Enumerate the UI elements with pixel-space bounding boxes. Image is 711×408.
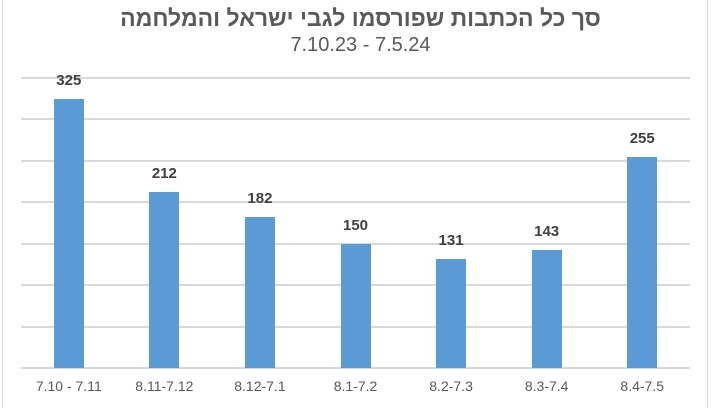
data-label: 212	[151, 165, 177, 183]
x-axis-baseline	[21, 367, 690, 369]
gridline	[21, 201, 690, 204]
gridline	[21, 77, 690, 79]
x-axis-label: 8.3-7.4	[524, 378, 569, 394]
bar	[531, 249, 562, 368]
gridline	[21, 118, 690, 121]
chart-subtitle: 7.10.23 - 7.5.24	[290, 34, 431, 56]
data-label: 150	[342, 216, 369, 234]
chart-title: סך כל הכתבות שפורסמו לגבי ישראל והמלחמה	[120, 5, 601, 31]
data-label: 131	[438, 232, 464, 250]
bar	[149, 192, 180, 368]
x-axis-label: 8.4-7.5	[620, 378, 664, 394]
x-axis-label: 8.2-7.3	[429, 378, 473, 394]
plot-area: 325 212 182 150 131 143 255	[21, 72, 690, 369]
data-label: 182	[247, 190, 273, 208]
x-axis-label: 7.10 - 7.11	[35, 378, 102, 394]
bar	[436, 259, 467, 368]
x-axis-label: 8.11-7.12	[135, 378, 194, 394]
bar	[340, 243, 371, 368]
x-axis-label: 8.1-7.2	[333, 378, 378, 394]
bar	[244, 217, 275, 368]
gridline	[21, 242, 690, 245]
bar	[53, 98, 84, 368]
gridline	[21, 159, 690, 162]
data-label: 255	[629, 129, 655, 147]
data-label: 325	[56, 71, 82, 89]
x-axis-label: 8.12-7.1	[234, 378, 286, 394]
bar	[627, 156, 658, 368]
data-label: 143	[534, 222, 560, 240]
